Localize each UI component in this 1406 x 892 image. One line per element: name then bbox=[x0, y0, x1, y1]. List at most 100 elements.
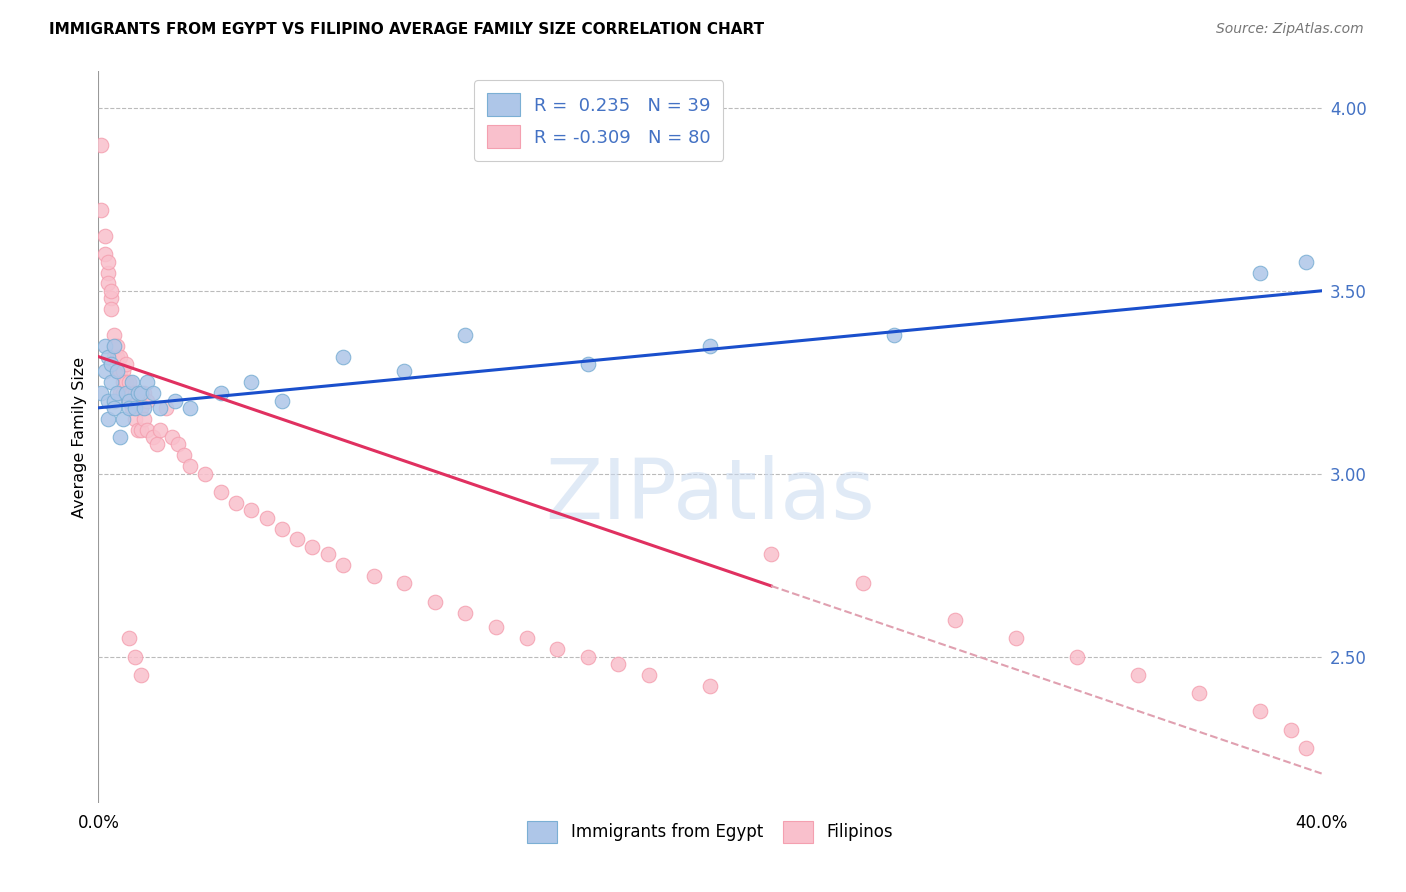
Point bbox=[363, 569, 385, 583]
Point bbox=[576, 649, 599, 664]
Point bbox=[111, 386, 134, 401]
Point bbox=[163, 393, 186, 408]
Point bbox=[103, 393, 125, 408]
Point bbox=[179, 459, 201, 474]
Point bbox=[1295, 254, 1317, 268]
Point bbox=[285, 533, 308, 547]
Point bbox=[93, 228, 115, 243]
Point bbox=[699, 339, 721, 353]
Point bbox=[97, 393, 120, 408]
Point bbox=[194, 467, 217, 481]
Point bbox=[100, 291, 122, 305]
Point bbox=[423, 595, 446, 609]
Text: ZIPatlas: ZIPatlas bbox=[546, 455, 875, 536]
Point bbox=[108, 386, 131, 401]
Point bbox=[90, 386, 112, 401]
Point bbox=[546, 642, 568, 657]
Point bbox=[1188, 686, 1211, 700]
Point bbox=[316, 547, 339, 561]
Point bbox=[1249, 705, 1271, 719]
Point bbox=[90, 137, 112, 152]
Point bbox=[100, 375, 122, 389]
Point bbox=[105, 350, 128, 364]
Point bbox=[485, 620, 508, 634]
Point bbox=[332, 558, 354, 573]
Point bbox=[118, 632, 141, 646]
Point bbox=[209, 485, 232, 500]
Point bbox=[108, 430, 131, 444]
Point bbox=[115, 386, 138, 401]
Point bbox=[129, 386, 152, 401]
Point bbox=[155, 401, 177, 415]
Point bbox=[134, 386, 156, 401]
Point bbox=[637, 668, 661, 682]
Point bbox=[103, 401, 125, 415]
Point bbox=[1066, 649, 1088, 664]
Text: IMMIGRANTS FROM EGYPT VS FILIPINO AVERAGE FAMILY SIZE CORRELATION CHART: IMMIGRANTS FROM EGYPT VS FILIPINO AVERAG… bbox=[49, 22, 765, 37]
Point bbox=[97, 254, 120, 268]
Point bbox=[121, 386, 143, 401]
Point bbox=[100, 357, 122, 371]
Point bbox=[118, 375, 141, 389]
Point bbox=[209, 386, 232, 401]
Point bbox=[90, 203, 112, 218]
Point bbox=[97, 266, 120, 280]
Point bbox=[270, 393, 292, 408]
Point bbox=[136, 393, 159, 408]
Point bbox=[115, 357, 138, 371]
Point bbox=[105, 339, 128, 353]
Point bbox=[145, 437, 167, 451]
Point bbox=[167, 437, 190, 451]
Point bbox=[240, 503, 263, 517]
Point bbox=[1128, 668, 1150, 682]
Point bbox=[129, 668, 152, 682]
Point bbox=[1295, 741, 1317, 756]
Point bbox=[108, 364, 131, 378]
Point bbox=[105, 364, 128, 378]
Point bbox=[454, 327, 477, 342]
Legend: Immigrants from Egypt, Filipinos: Immigrants from Egypt, Filipinos bbox=[520, 814, 900, 849]
Point bbox=[142, 386, 165, 401]
Point bbox=[134, 401, 156, 415]
Point bbox=[124, 386, 146, 401]
Point bbox=[111, 412, 134, 426]
Point bbox=[121, 375, 143, 389]
Point bbox=[118, 393, 141, 408]
Point bbox=[93, 364, 115, 378]
Point bbox=[127, 386, 149, 401]
Point bbox=[607, 657, 630, 671]
Point bbox=[124, 412, 146, 426]
Point bbox=[225, 496, 247, 510]
Point bbox=[454, 606, 477, 620]
Point bbox=[699, 679, 721, 693]
Point bbox=[105, 386, 128, 401]
Point bbox=[883, 327, 905, 342]
Text: Source: ZipAtlas.com: Source: ZipAtlas.com bbox=[1216, 22, 1364, 37]
Point bbox=[136, 423, 159, 437]
Point bbox=[97, 350, 120, 364]
Point bbox=[127, 423, 149, 437]
Point bbox=[105, 364, 128, 378]
Point bbox=[103, 327, 125, 342]
Point bbox=[97, 412, 120, 426]
Point bbox=[1004, 632, 1026, 646]
Y-axis label: Average Family Size: Average Family Size bbox=[72, 357, 87, 517]
Point bbox=[149, 423, 172, 437]
Point bbox=[103, 339, 125, 353]
Point bbox=[240, 375, 263, 389]
Point bbox=[256, 510, 278, 524]
Point bbox=[127, 393, 149, 408]
Point bbox=[100, 284, 122, 298]
Point bbox=[943, 613, 966, 627]
Point bbox=[332, 350, 354, 364]
Point bbox=[576, 357, 599, 371]
Point bbox=[124, 401, 146, 415]
Point bbox=[1249, 266, 1271, 280]
Point bbox=[115, 375, 138, 389]
Point bbox=[97, 277, 120, 291]
Point bbox=[301, 540, 323, 554]
Point bbox=[103, 350, 125, 364]
Point bbox=[179, 401, 201, 415]
Point bbox=[93, 247, 115, 261]
Point bbox=[392, 576, 416, 591]
